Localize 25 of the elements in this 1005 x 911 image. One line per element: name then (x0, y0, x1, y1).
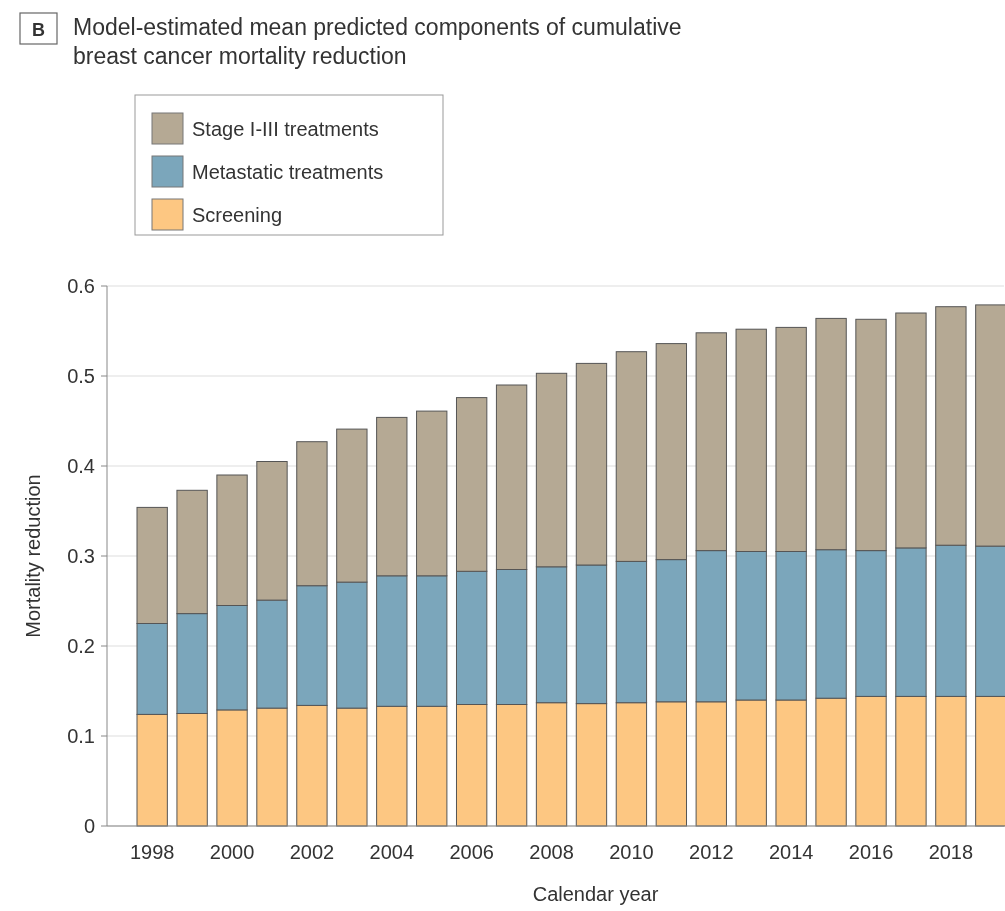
y-tick-label: 0.6 (67, 275, 95, 297)
x-tick-label: 2016 (848, 841, 894, 863)
x-tick-label: 2012 (689, 841, 734, 863)
legend-label: Metastatic treatments (192, 161, 384, 183)
x-tick-label: 2004 (369, 841, 415, 863)
y-tick-label: 0.4 (67, 455, 95, 477)
text: B (32, 20, 45, 40)
y-axis-title: Mortality reduction (22, 474, 44, 638)
y-tick-label: 0.3 (67, 545, 95, 567)
x-tick-label: 2010 (609, 841, 654, 863)
x-tick-label: 2006 (449, 841, 494, 863)
x-tick-label: 2018 (928, 841, 974, 863)
x-tick-label: 2008 (529, 841, 574, 863)
x-axis-title: Calendar year (532, 883, 659, 905)
x-tick-label: 2014 (768, 841, 814, 863)
y-tick-label: 0.1 (67, 725, 95, 747)
legend-label: Stage I-III treatments (192, 118, 379, 140)
x-tick-label: 2002 (289, 841, 335, 863)
x-tick-label: 1998 (129, 841, 175, 863)
chart-title: Model-estimated mean predicted components of cumulative breast cancer mortality reduction (73, 14, 682, 69)
x-tick-label: 2000 (209, 841, 255, 863)
legend-label: Screening (192, 204, 283, 226)
y-tick-label: 0.5 (67, 365, 95, 387)
y-tick-label: 0 (83, 815, 95, 837)
y-tick-label: 0.2 (67, 635, 95, 657)
